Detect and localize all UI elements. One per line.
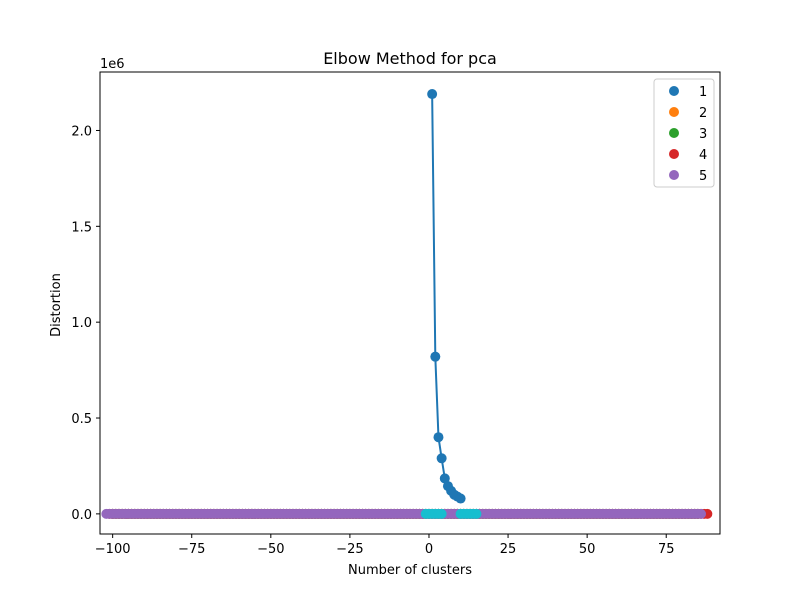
legend: 1 2 3 4 5 (653, 78, 715, 188)
axes: −100 −75 −50 −25 0 25 50 750.00.51.01.52.0 (71, 71, 721, 557)
x-tick-label: 50 (579, 542, 596, 557)
x-tick-label: −75 (178, 542, 205, 557)
plot-frame (99, 71, 721, 535)
legend-marker-5 (669, 170, 679, 180)
y-tick-label: 1.5 (71, 220, 92, 235)
legend-marker-1 (669, 86, 679, 96)
elbow-point (433, 432, 444, 443)
elbow-point (439, 473, 450, 484)
elbow-point (430, 351, 441, 362)
elbow-point (436, 453, 447, 464)
legend-marker-3 (669, 128, 679, 138)
x-tick-label: −25 (336, 542, 363, 557)
y-tick-label: 0.0 (71, 508, 92, 523)
x-tick-label: 25 (500, 542, 517, 557)
y-tick-label: 0.5 (71, 412, 92, 427)
y-tick-label: 2.0 (71, 124, 92, 139)
elbow-point (427, 89, 438, 100)
elbow-point (455, 493, 466, 504)
x-axis-title: Number of clusters (348, 563, 472, 578)
legend-marker-4 (669, 149, 679, 159)
extra-scatter-point (436, 508, 447, 519)
extra-scatter-points (420, 508, 482, 519)
x-tick-label: −100 (95, 542, 131, 557)
legend-label-4: 4 (699, 148, 707, 163)
y-offset-label: 1e6 (100, 57, 125, 72)
extra-scatter-point (471, 508, 482, 519)
chart-title: Elbow Method for pca (323, 49, 497, 68)
x-tick-label: 75 (658, 542, 675, 557)
x-tick-label: −50 (257, 542, 284, 557)
y-axis-title: Distortion (49, 273, 64, 337)
legend-label-2: 2 (699, 106, 707, 121)
plot-content (101, 89, 713, 519)
legend-box (653, 78, 715, 188)
series-5-points (101, 508, 707, 519)
legend-label-3: 3 (699, 127, 707, 142)
y-tick-label: 1.0 (71, 316, 92, 331)
legend-marker-2 (669, 107, 679, 117)
plot-area (101, 89, 713, 519)
legend-label-1: 1 (699, 85, 707, 100)
legend-label-5: 5 (699, 169, 707, 184)
series-5-point (696, 508, 707, 519)
x-tick-label: 0 (425, 542, 433, 557)
